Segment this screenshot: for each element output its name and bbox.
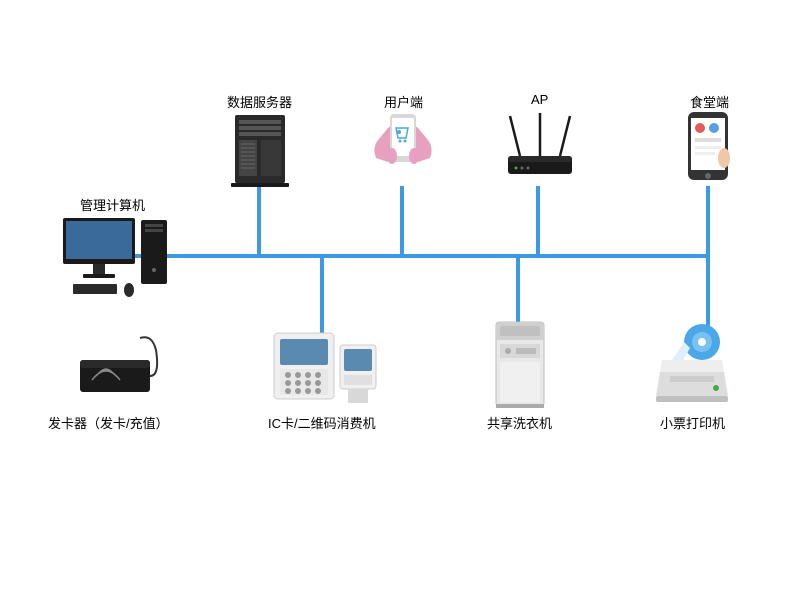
server-tower-icon [225,110,295,190]
card-issuer-label: 发卡器（发卡/充值） [48,413,169,432]
user-client-label: 用户端 [384,92,423,111]
pos-terminal-node [270,325,380,416]
connector-user [400,186,404,256]
pos-terminal-icon [270,325,380,411]
data-server-label: 数据服务器 [227,92,292,111]
connector-server [257,186,261,256]
ap-router-node [500,108,580,191]
desktop-computer-icon [55,210,175,300]
printer-icon [650,318,740,412]
washer-icon [490,318,550,412]
phone-app-icon [680,108,736,186]
pos-terminal-label: IC卡/二维码消费机 [268,413,376,432]
phone-shopping-icon [368,108,438,184]
user-client-node [368,108,438,189]
canteen-node [680,108,736,191]
management-computer-node [55,210,175,305]
ap-label: AP [531,92,548,107]
card-reader-icon [70,330,160,400]
card-issuer-node [70,330,160,405]
connector-pos [320,256,324,334]
receipt-printer-node [650,318,740,417]
management-computer-label: 管理计算机 [80,195,145,214]
data-server-node [225,110,295,195]
canteen-label: 食堂端 [690,92,729,111]
connector-ap [536,186,540,256]
receipt-printer-label: 小票打印机 [660,413,725,432]
router-icon [500,108,580,186]
washing-machine-label: 共享洗衣机 [487,413,552,432]
washing-machine-node [490,318,550,417]
